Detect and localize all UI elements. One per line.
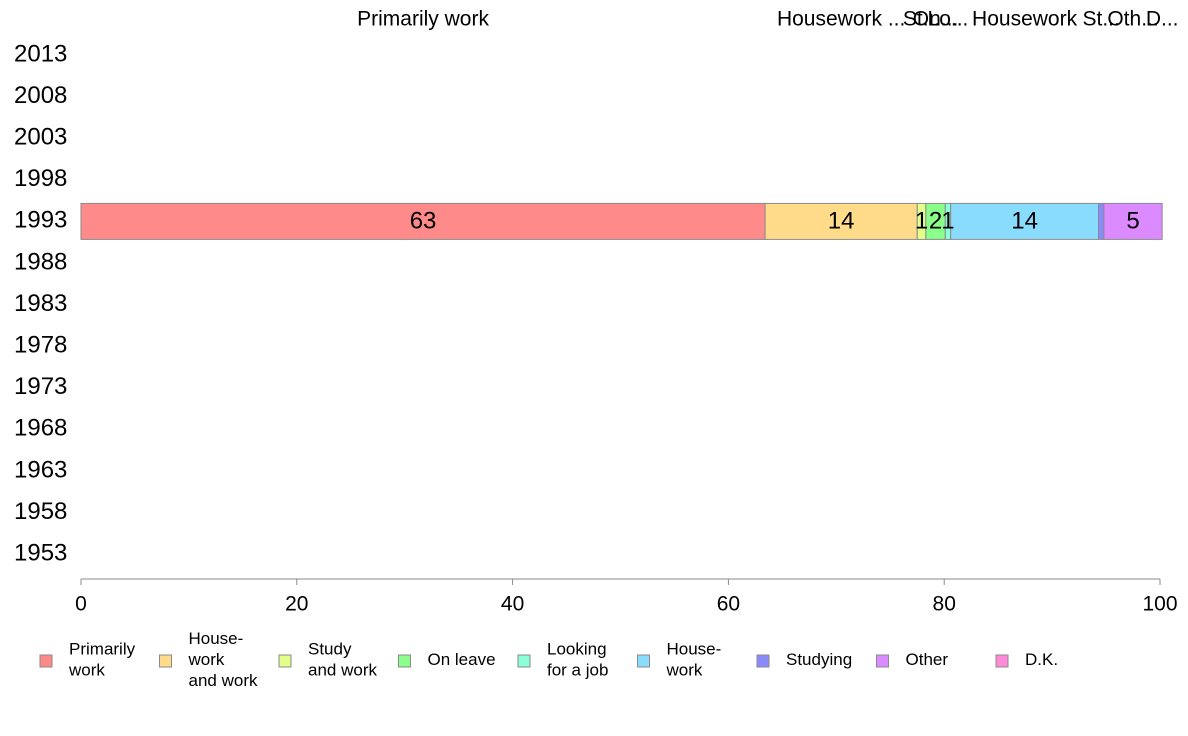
y-tick-label: 1953 bbox=[14, 540, 67, 567]
y-tick-label: 2003 bbox=[14, 124, 67, 151]
legend-swatch bbox=[278, 654, 292, 668]
legend-item: Primarily work bbox=[39, 640, 136, 680]
bar-value-label: 63 bbox=[410, 208, 437, 235]
bar-segment bbox=[1097, 202, 1105, 240]
top-segment-label: Housework bbox=[972, 8, 1078, 31]
top-segment-labels: Primarily work Housework ...St...On...Lo.… bbox=[357, 8, 1178, 31]
top-segment-label: Lo... bbox=[928, 8, 969, 31]
y-tick-label: 1973 bbox=[14, 373, 67, 400]
legend-swatch bbox=[995, 654, 1009, 668]
x-tick-label: 20 bbox=[285, 593, 308, 616]
legend-item: Other bbox=[876, 650, 949, 669]
top-segment-label: D... bbox=[1146, 8, 1179, 31]
legend-item: House-work bbox=[637, 640, 722, 680]
y-tick-label: 1998 bbox=[14, 165, 67, 192]
top-segment-label: St... bbox=[1083, 8, 1120, 31]
bar-value-label: 2 bbox=[929, 208, 942, 235]
y-axis: 2013 2008 2003 1998 1993 1988 1983 1978 1973 1968… bbox=[14, 40, 67, 566]
legend-swatch bbox=[398, 654, 411, 668]
top-segment-label: Housework ... bbox=[777, 8, 905, 31]
x-tick-label: 0 bbox=[75, 593, 87, 616]
legend-label: Primarily work bbox=[68, 640, 136, 680]
x-axis: 0 20 40 60 80 100 bbox=[75, 578, 1178, 616]
legend-label: Looking for a job bbox=[547, 640, 608, 680]
legend-item: Studying bbox=[756, 650, 852, 669]
y-tick-label: 1958 bbox=[14, 498, 67, 525]
x-tick-label: 100 bbox=[1142, 593, 1177, 616]
top-segment-label: Primarily work bbox=[357, 8, 489, 31]
legend: Primarily work House-work and work Study and … bbox=[39, 629, 1058, 690]
legend-label: House-work bbox=[666, 640, 722, 680]
legend-label: Studying bbox=[786, 650, 852, 669]
y-tick-label: 1988 bbox=[14, 248, 67, 275]
y-tick-label: 1983 bbox=[14, 290, 67, 317]
legend-swatch bbox=[637, 654, 650, 668]
bar-value-label: 14 bbox=[1011, 208, 1038, 235]
legend-label: D.K. bbox=[1025, 650, 1058, 669]
legend-item: D.K. bbox=[995, 650, 1058, 669]
top-segment-label: St... bbox=[903, 8, 940, 31]
legend-item: Study and work bbox=[278, 640, 377, 680]
legend-swatch bbox=[876, 654, 889, 668]
legend-swatch bbox=[517, 654, 531, 668]
y-tick-label: 1993 bbox=[14, 207, 67, 234]
y-tick-label: 2013 bbox=[14, 40, 67, 67]
bar-segment bbox=[764, 202, 918, 240]
legend-swatch bbox=[756, 654, 770, 668]
x-tick-label: 40 bbox=[501, 593, 524, 616]
x-tick-label: 80 bbox=[933, 593, 956, 616]
bar-value-labels: 63 14 1 2 1 14 5 bbox=[410, 208, 1140, 235]
bar-value-label: 5 bbox=[1126, 208, 1139, 235]
legend-item: Looking for a job bbox=[517, 640, 608, 680]
bar-segment bbox=[1103, 202, 1163, 240]
bar-segment bbox=[950, 202, 1099, 240]
legend-label: Other bbox=[906, 650, 949, 669]
top-segment-label: Oth... bbox=[1107, 8, 1158, 31]
x-tick-label: 60 bbox=[717, 593, 740, 616]
legend-swatch bbox=[159, 654, 172, 668]
legend-label: House-work and work bbox=[188, 629, 258, 690]
legend-item: House-work and work bbox=[159, 629, 258, 690]
y-tick-label: 2008 bbox=[14, 82, 67, 109]
legend-item: On leave bbox=[398, 650, 496, 669]
bar-value-label: 1 bbox=[941, 208, 954, 235]
legend-label: Study and work bbox=[308, 640, 377, 680]
top-segment-label: On... bbox=[913, 8, 959, 31]
legend-label: On leave bbox=[428, 650, 496, 669]
legend-swatch bbox=[39, 654, 53, 668]
bars bbox=[80, 202, 1163, 240]
y-tick-label: 1978 bbox=[14, 332, 67, 359]
y-tick-label: 1963 bbox=[14, 456, 67, 483]
bar-value-label: 14 bbox=[828, 208, 855, 235]
y-tick-label: 1968 bbox=[14, 415, 67, 442]
bar-value-label: 1 bbox=[915, 208, 928, 235]
